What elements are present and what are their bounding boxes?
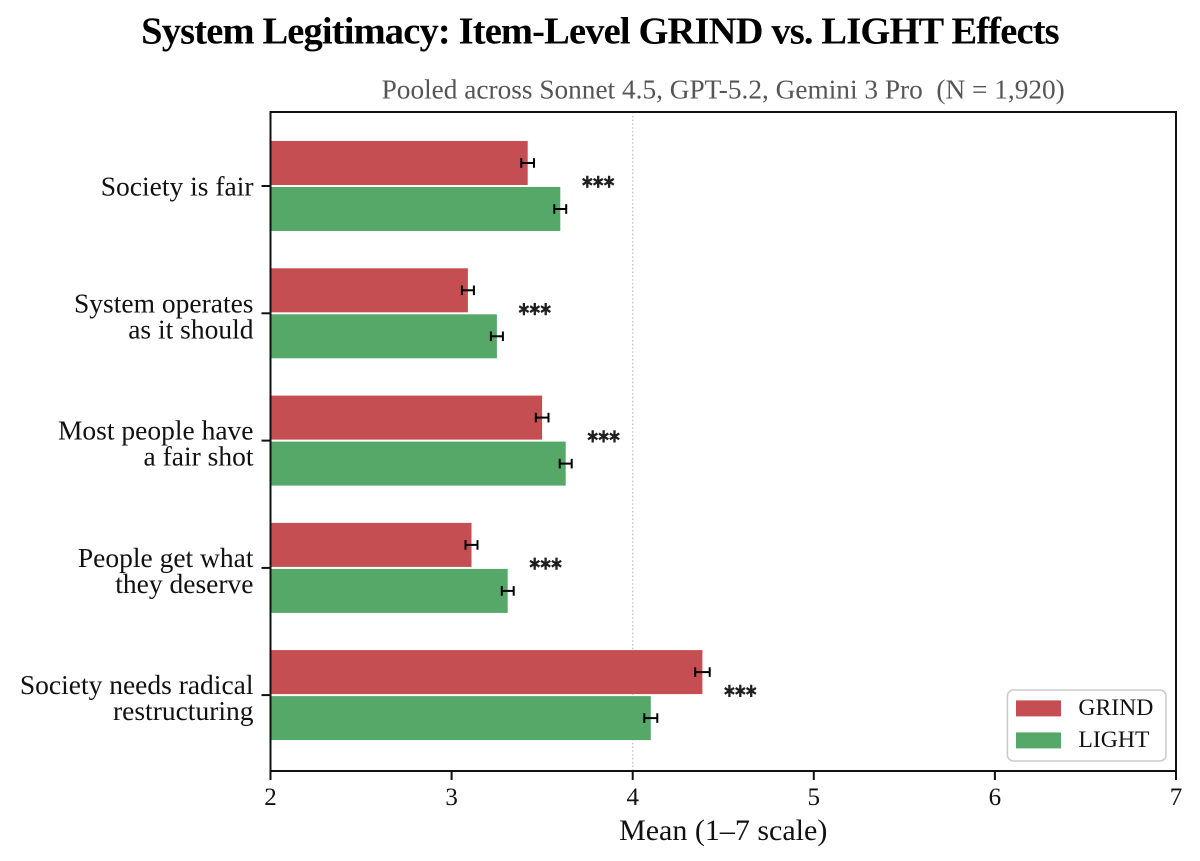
- svg-text:Pooled across Sonnet 4.5, GPT-: Pooled across Sonnet 4.5, GPT-5.2, Gemin…: [382, 75, 1065, 105]
- svg-text:System Legitimacy: Item-Level: System Legitimacy: Item-Level GRIND vs. …: [141, 11, 1060, 53]
- svg-text:they deserve: they deserve: [115, 568, 253, 599]
- svg-text:restructuring: restructuring: [113, 695, 254, 726]
- svg-text:5: 5: [808, 784, 821, 811]
- svg-text:7: 7: [1170, 784, 1183, 811]
- svg-text:Society needs radical: Society needs radical: [20, 669, 254, 700]
- svg-text:4: 4: [626, 784, 639, 811]
- svg-text:Most people have: Most people have: [58, 415, 254, 446]
- svg-text:as it should: as it should: [128, 313, 254, 344]
- svg-text:Society is fair: Society is fair: [101, 171, 254, 202]
- svg-text:GRIND: GRIND: [1078, 695, 1153, 721]
- svg-text:Mean (1–7 scale): Mean (1–7 scale): [619, 814, 827, 847]
- svg-text:People get what: People get what: [78, 542, 254, 573]
- svg-text:a fair shot: a fair shot: [144, 441, 254, 472]
- svg-text:3: 3: [445, 784, 458, 811]
- svg-text:6: 6: [989, 784, 1002, 811]
- svg-text:2: 2: [264, 784, 277, 811]
- svg-text:System operates: System operates: [74, 287, 253, 318]
- svg-text:LIGHT: LIGHT: [1078, 727, 1150, 753]
